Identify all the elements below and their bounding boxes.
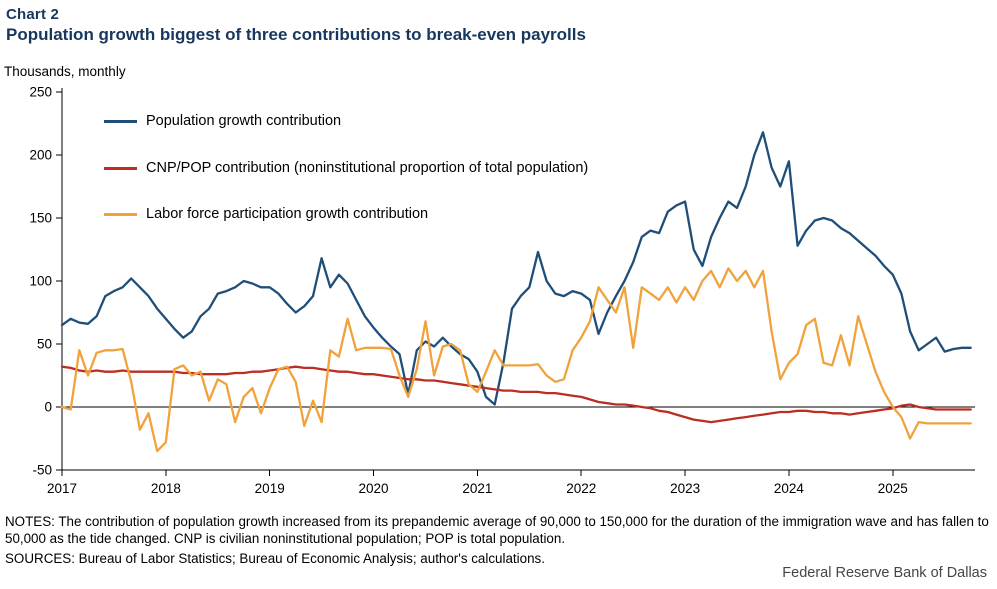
legend-label: CNP/POP contribution (noninstitutional p… [146,160,589,176]
chart-notes: NOTES: The contribution of population gr… [5,514,989,547]
legend-item-cnp-pop: CNP/POP contribution (noninstitutional p… [104,160,588,176]
page-title: Population growth biggest of three contr… [6,25,586,44]
lfp-line-swatch-icon [104,212,137,216]
svg-text:2024: 2024 [774,481,805,496]
svg-text:100: 100 [29,274,52,289]
svg-text:2018: 2018 [151,481,181,496]
chart-sources: SOURCES: Bureau of Labor Statistics; Bur… [5,550,545,566]
svg-text:2019: 2019 [255,481,285,496]
line-chart: -50 0 50 100 150 200 250 2017 2018 2019 2020 2021 20… [29,85,975,496]
svg-text:2017: 2017 [47,481,77,496]
footer-block: NOTES: The contribution of population gr… [5,513,993,567]
svg-text:50: 50 [37,337,52,352]
svg-text:0: 0 [44,400,52,415]
svg-text:2021: 2021 [462,481,492,496]
legend-label: Population growth contribution [146,113,342,129]
svg-text:2022: 2022 [566,481,596,496]
svg-text:2025: 2025 [878,481,908,496]
chart-number: Chart 2 [6,6,60,23]
cnp-pop-line-swatch-icon [104,166,137,170]
organization-name: Federal Reserve Bank of Dallas [782,565,987,581]
svg-text:250: 250 [29,85,52,100]
svg-text:200: 200 [29,148,52,163]
svg-text:150: 150 [29,211,52,226]
legend-item-lfp: Labor force participation growth contrib… [104,206,428,222]
svg-text:2020: 2020 [359,481,389,496]
legend-label: Labor force participation growth contrib… [146,206,429,222]
y-axis-unit-label: Thousands, monthly [4,64,126,79]
svg-text:2023: 2023 [670,481,700,496]
legend-item-population-growth: Population growth contribution [104,113,341,129]
population-growth-line-swatch-icon [104,119,137,123]
svg-text:-50: -50 [32,463,52,478]
